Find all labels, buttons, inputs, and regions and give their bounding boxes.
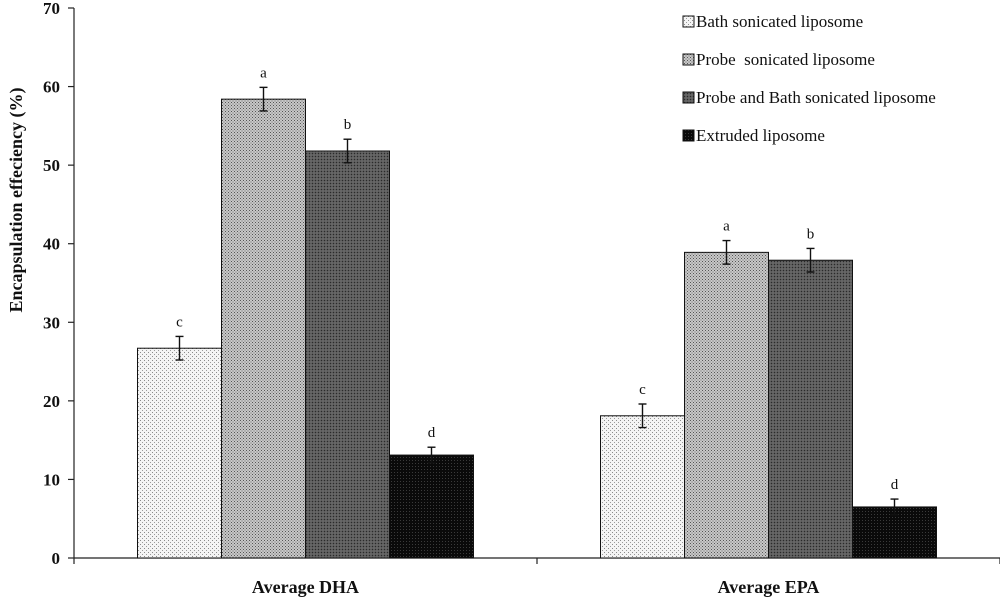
x-category-label: Average EPA	[718, 577, 820, 597]
legend-label: Bath sonicated liposome	[696, 12, 863, 31]
bars-group: c a b d c a b d	[137, 65, 937, 559]
y-tick-label: 20	[43, 392, 60, 411]
bar	[684, 251, 769, 559]
bar	[221, 98, 306, 559]
legend-swatch	[682, 53, 695, 66]
y-tick-label: 70	[43, 0, 60, 18]
significance-label: a	[260, 65, 267, 81]
y-tick-label: 50	[43, 156, 60, 175]
bar	[600, 415, 685, 559]
bar	[389, 454, 474, 559]
significance-label: d	[428, 425, 436, 441]
bar	[768, 259, 853, 559]
x-category-label: Average DHA	[252, 577, 359, 597]
y-tick-label: 0	[52, 549, 61, 568]
legend-label: Probe sonicated liposome	[696, 50, 875, 69]
legend-swatch	[682, 15, 695, 28]
significance-label: c	[639, 382, 646, 398]
bar	[137, 347, 222, 559]
legend-swatch	[682, 129, 695, 142]
significance-label: d	[891, 477, 899, 493]
legend-swatch	[682, 91, 695, 104]
x-axis: Average DHA Average EPA	[73, 557, 1000, 597]
significance-label: b	[807, 226, 815, 242]
significance-label: b	[344, 117, 352, 133]
legend: Bath sonicated liposome Probe sonicated l…	[682, 12, 936, 145]
bar	[305, 150, 390, 559]
legend-label: Probe and Bath sonicated liposome	[696, 88, 936, 107]
significance-label: a	[723, 219, 730, 235]
y-tick-label: 30	[43, 313, 60, 332]
legend-label: Extruded liposome	[696, 126, 825, 145]
significance-label: c	[176, 314, 183, 330]
y-tick-label: 60	[43, 78, 60, 97]
y-axis: 0 10 20 30 40 50 60 70	[43, 0, 75, 568]
y-axis-label: Encapsulation effeciency (%)	[6, 88, 27, 313]
y-tick-label: 40	[43, 235, 60, 254]
y-tick-label: 10	[43, 470, 60, 489]
